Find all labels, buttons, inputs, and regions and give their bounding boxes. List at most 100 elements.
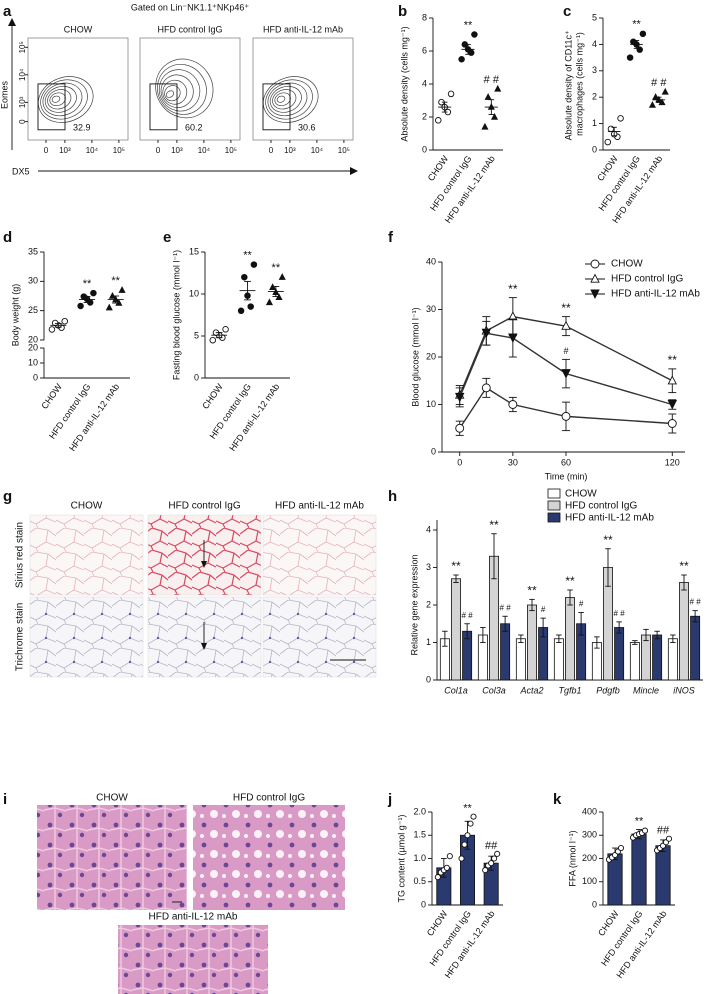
micrograph [118,925,268,994]
x-tick-label: 0 [156,146,161,155]
y-tick-label: 0 [426,674,431,684]
panel-label: k [553,791,562,808]
marker [118,286,126,293]
marker [617,844,625,852]
marker [661,87,669,95]
panel-label: j [387,791,392,808]
y-tick-label: 0 [194,372,199,382]
marker [458,855,465,862]
y-tick-label: 0 [421,899,426,909]
micrograph [262,514,377,596]
marker [667,419,677,428]
contour [265,79,313,120]
marker [561,411,571,421]
bar [655,845,671,906]
marker [482,867,489,874]
y-tick-label: 0.5 [413,876,426,886]
x-tick-label: 10³ [284,146,296,155]
y-tick-label: 4 [592,39,597,49]
gate-percent: 32.9 [73,122,91,132]
marker [508,333,518,344]
marker [494,850,501,857]
marker [494,84,502,92]
marker [481,383,491,393]
marker [461,841,468,848]
plot-frame [252,37,354,141]
bar [690,615,701,681]
marker [636,46,643,53]
marker [626,54,634,61]
significance: ** [632,19,641,31]
panel-label: d [3,229,12,246]
y-axis-label: TG content (µmol g⁻¹) [396,815,406,903]
marker [630,38,637,46]
contour [160,74,194,108]
marker [237,307,245,315]
x-tick-label: 10³ [171,146,183,155]
x-axis-label: DX5 [12,166,30,176]
y-tick-label: 1.0 [413,853,426,863]
x-tick-label: iNOS [673,685,695,695]
micrograph [29,514,144,596]
significance: ** [603,533,613,547]
gate-percent: 30.6 [298,122,316,132]
micrograph [147,596,262,678]
marker [446,853,453,860]
contour [155,58,214,119]
x-tick-label: Col3a [482,685,506,695]
marker [561,369,571,379]
marker [222,326,229,333]
contour [157,64,207,115]
arrow-head [8,18,16,26]
marker [265,298,273,306]
significance: # [563,346,568,356]
y-tick-label: 20 [426,351,436,361]
legend-swatch [547,488,561,499]
y-tick-label: 100 [582,876,597,886]
x-tick-label: CHOW [200,381,225,410]
x-tick-label: 120 [665,457,680,467]
y-tick-label: 8 [422,12,427,22]
significance: ** [668,353,678,367]
contour [262,76,319,123]
arrow-head [201,561,207,568]
significance: ** [111,275,120,287]
marker [484,93,492,100]
x-tick-label: Acta2 [519,685,543,695]
marker [90,289,97,297]
significance: # [579,600,584,609]
legend-label: CHOW [565,489,597,500]
bar [500,623,511,681]
contour [51,95,61,103]
gate [262,83,291,131]
marker [590,259,600,269]
y-tick-label: 10⁴ [18,68,27,81]
significance: ** [679,559,689,573]
y-tick-label: 10 [28,357,38,367]
significance: ** [272,262,281,274]
row-title: Sirius red stain [15,522,26,588]
panel-label: h [388,488,397,505]
legend-label: HFD anti-IL-12 mAb [611,289,700,300]
marker [471,31,478,38]
x-tick-label: 60 [561,457,571,467]
column-title: HFD control IgG [168,501,240,512]
panel-label: g [3,488,12,505]
x-tick-label: Col1a [444,685,468,695]
significance: ** [83,278,92,290]
marker [590,289,600,300]
contour [267,82,308,117]
marker [648,101,656,108]
panel-label: i [3,791,7,808]
marker [667,400,678,410]
panel-label: c [563,3,571,20]
significance: ** [489,518,499,532]
contour [42,82,83,117]
significance: ## [485,840,498,852]
y-tick-label: 4 [426,524,431,534]
y-tick-label: 0 [33,372,38,382]
y-tick-label: 200 [582,853,597,863]
contour [276,95,286,103]
x-tick-label: CHOW [39,381,64,410]
y-axis-label: FFA (nmol l⁻¹) [567,830,577,886]
